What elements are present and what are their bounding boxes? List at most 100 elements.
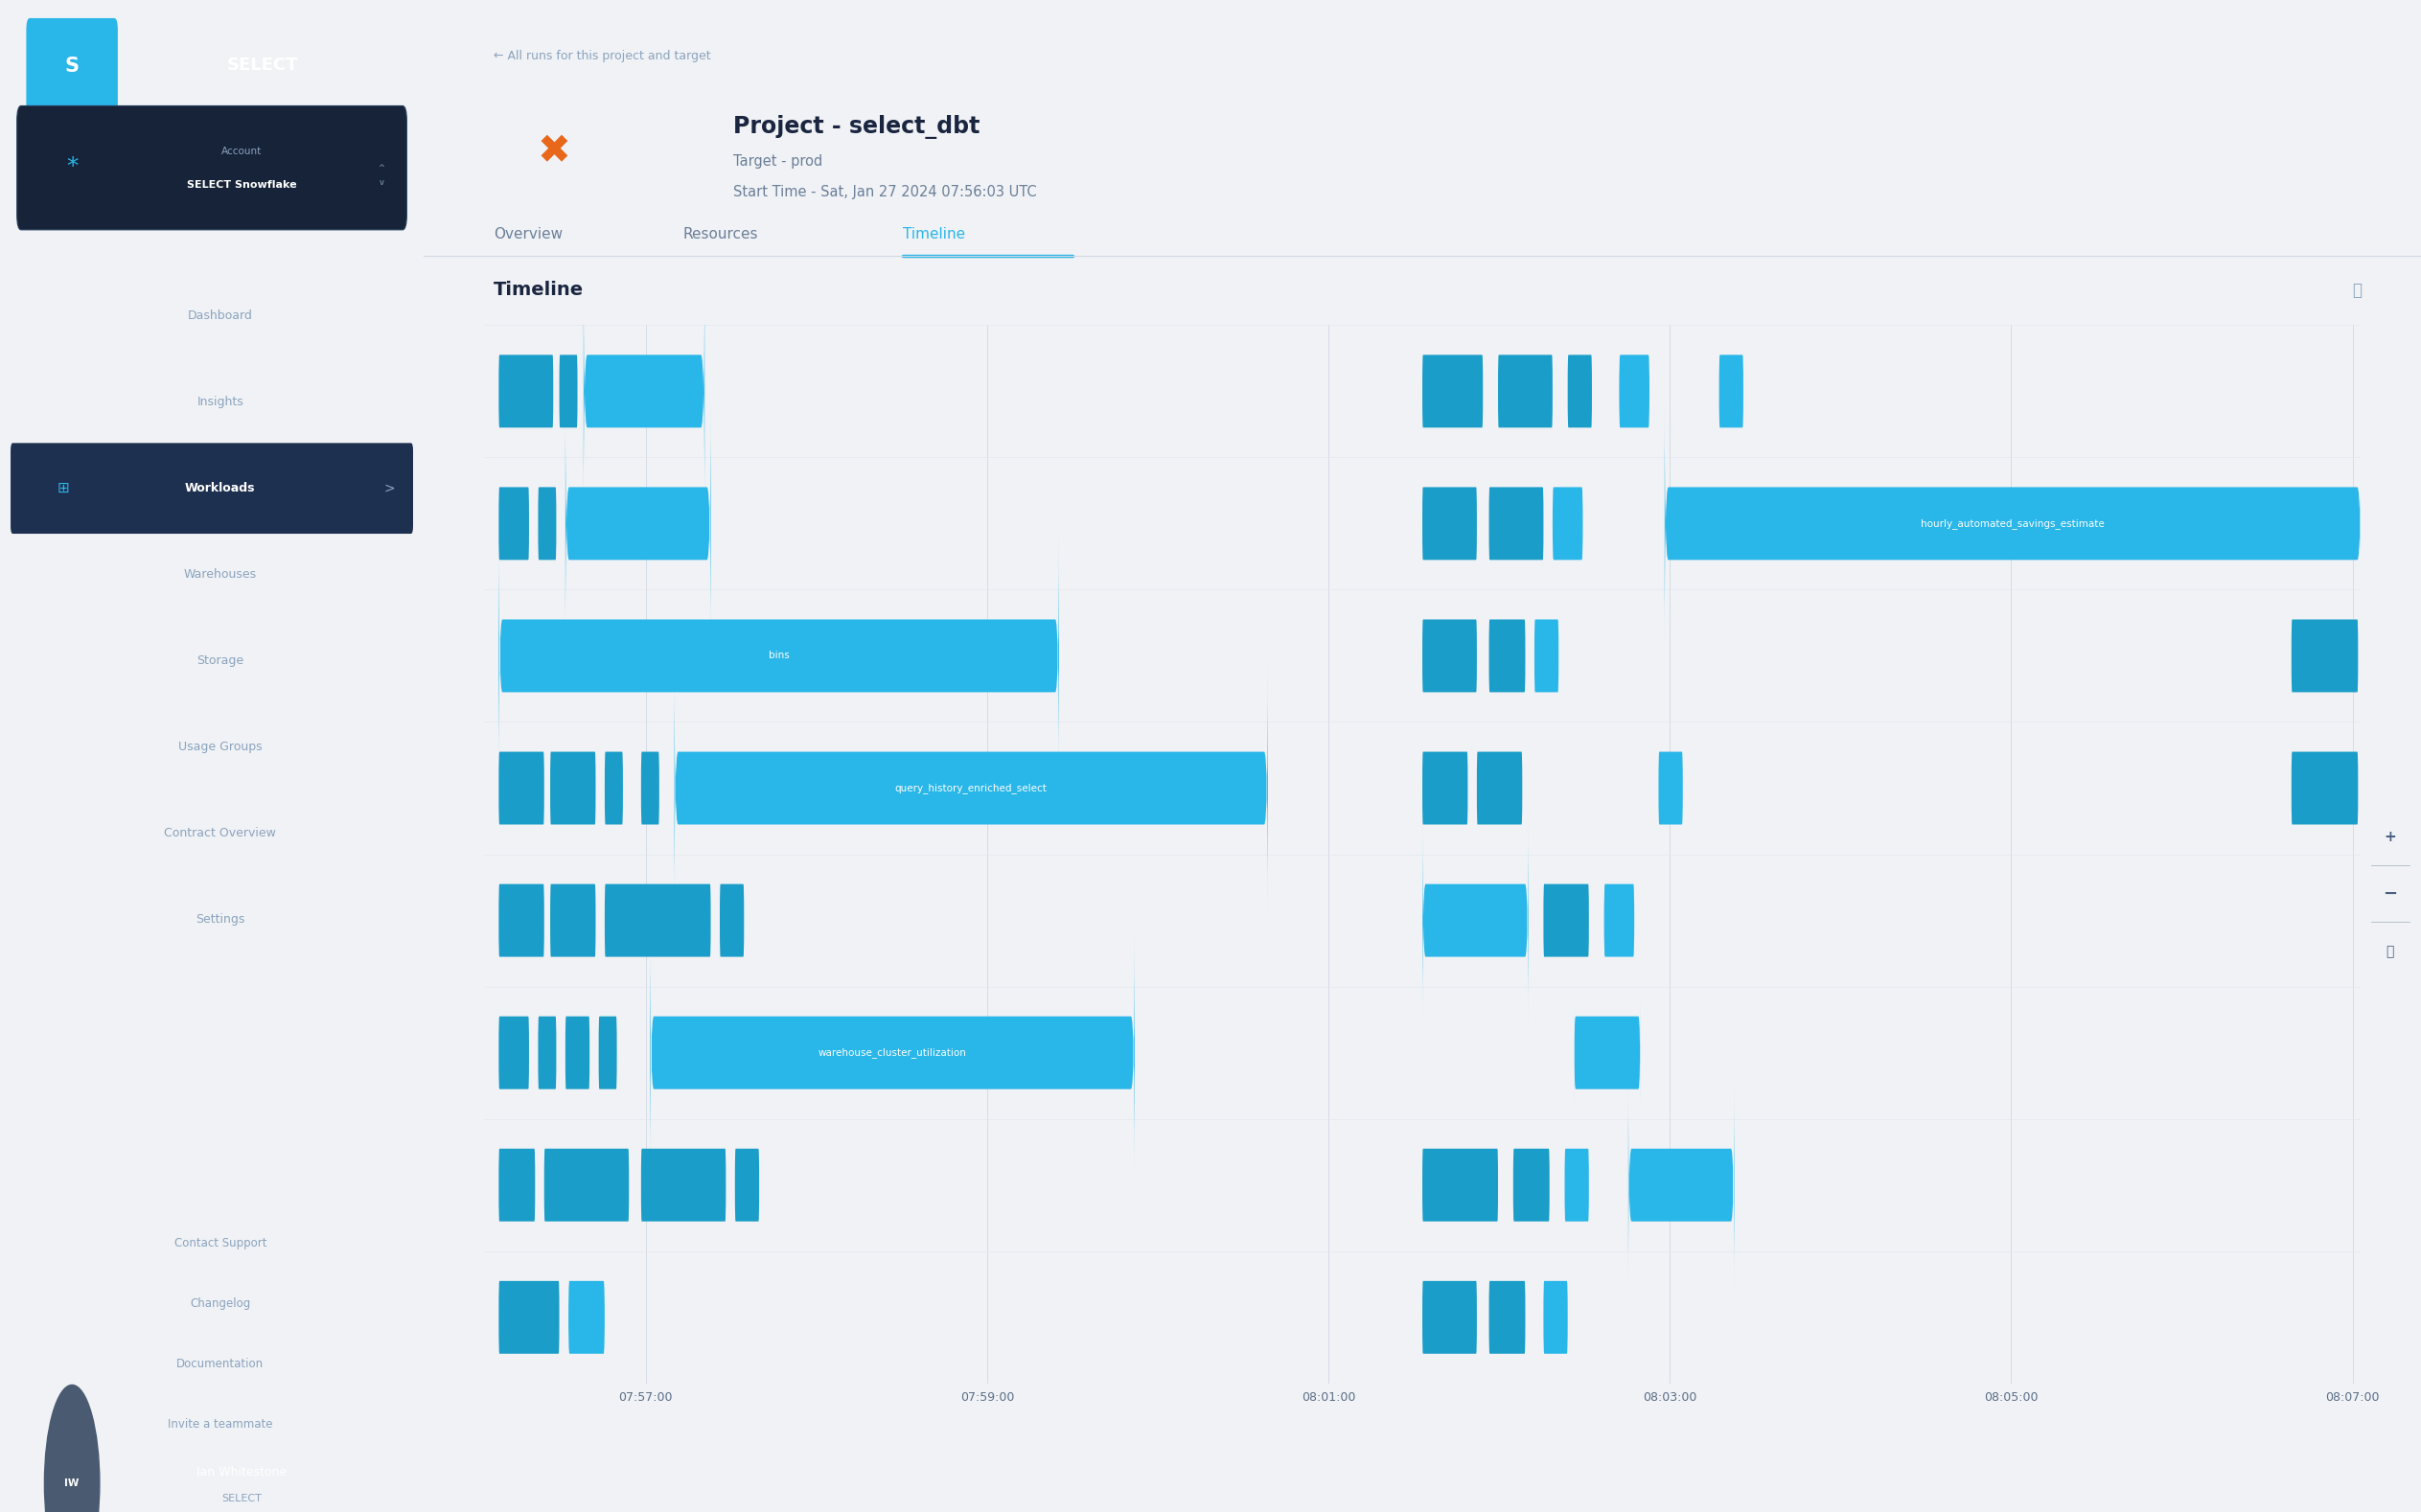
FancyBboxPatch shape <box>499 487 530 559</box>
Text: ⓘ: ⓘ <box>2353 281 2363 299</box>
FancyBboxPatch shape <box>675 665 1269 910</box>
FancyBboxPatch shape <box>1489 620 1525 692</box>
Text: Documentation: Documentation <box>177 1358 264 1370</box>
Text: Target - prod: Target - prod <box>734 154 823 169</box>
Text: Project - select_dbt: Project - select_dbt <box>734 115 981 139</box>
FancyBboxPatch shape <box>1658 751 1683 824</box>
FancyBboxPatch shape <box>1666 401 2360 646</box>
Text: Overview: Overview <box>494 227 562 242</box>
Text: ✖: ✖ <box>537 132 571 171</box>
FancyBboxPatch shape <box>567 401 712 646</box>
Text: query_history_enriched_select: query_history_enriched_select <box>896 783 1048 794</box>
FancyBboxPatch shape <box>567 1016 591 1089</box>
Text: Resources: Resources <box>683 227 758 242</box>
FancyBboxPatch shape <box>559 355 579 428</box>
FancyBboxPatch shape <box>642 1149 726 1222</box>
Text: ⤢: ⤢ <box>2387 945 2394 959</box>
FancyBboxPatch shape <box>499 751 545 824</box>
FancyBboxPatch shape <box>1605 885 1634 957</box>
FancyBboxPatch shape <box>499 1016 530 1089</box>
FancyBboxPatch shape <box>583 269 705 514</box>
FancyBboxPatch shape <box>1545 1281 1569 1353</box>
FancyBboxPatch shape <box>2290 751 2358 824</box>
Text: ⊞: ⊞ <box>58 481 70 496</box>
Text: +: + <box>2385 830 2397 844</box>
Text: Timeline: Timeline <box>494 281 583 299</box>
FancyBboxPatch shape <box>1489 487 1545 559</box>
FancyBboxPatch shape <box>10 443 414 534</box>
FancyBboxPatch shape <box>550 885 596 957</box>
FancyBboxPatch shape <box>550 751 596 824</box>
Text: Storage: Storage <box>196 655 245 667</box>
Text: SELECT: SELECT <box>220 1494 261 1503</box>
FancyBboxPatch shape <box>27 18 119 118</box>
FancyBboxPatch shape <box>1620 355 1649 428</box>
FancyBboxPatch shape <box>2290 620 2358 692</box>
Text: Usage Groups: Usage Groups <box>179 741 261 753</box>
Text: Insights: Insights <box>196 396 245 408</box>
FancyBboxPatch shape <box>545 1149 629 1222</box>
FancyBboxPatch shape <box>1421 1281 1477 1353</box>
Text: Contract Overview: Contract Overview <box>165 827 276 839</box>
Text: Start Time - Sat, Jan 27 2024 07:56:03 UTC: Start Time - Sat, Jan 27 2024 07:56:03 U… <box>734 184 1036 200</box>
Text: warehouse_cluster_utilization: warehouse_cluster_utilization <box>818 1048 966 1058</box>
FancyBboxPatch shape <box>17 106 407 230</box>
FancyBboxPatch shape <box>1421 818 1528 1024</box>
Text: v: v <box>380 178 383 187</box>
FancyBboxPatch shape <box>569 1281 605 1353</box>
FancyBboxPatch shape <box>499 534 1058 779</box>
FancyBboxPatch shape <box>499 1149 535 1222</box>
FancyBboxPatch shape <box>1421 751 1467 824</box>
FancyBboxPatch shape <box>1564 1149 1588 1222</box>
FancyBboxPatch shape <box>537 1016 557 1089</box>
FancyBboxPatch shape <box>537 487 557 559</box>
FancyBboxPatch shape <box>1545 885 1588 957</box>
Text: SELECT: SELECT <box>228 56 298 74</box>
Text: ^: ^ <box>378 163 385 172</box>
FancyBboxPatch shape <box>605 751 622 824</box>
Circle shape <box>44 1385 99 1512</box>
FancyBboxPatch shape <box>598 1016 617 1089</box>
Text: Ian Whitestone: Ian Whitestone <box>196 1467 286 1479</box>
FancyBboxPatch shape <box>1421 620 1477 692</box>
Text: SELECT Snowflake: SELECT Snowflake <box>186 180 295 189</box>
FancyBboxPatch shape <box>1499 355 1552 428</box>
FancyBboxPatch shape <box>651 930 1135 1175</box>
FancyBboxPatch shape <box>1477 751 1523 824</box>
FancyBboxPatch shape <box>1574 1002 1641 1104</box>
Text: S: S <box>65 57 80 76</box>
Text: Warehouses: Warehouses <box>184 569 257 581</box>
FancyBboxPatch shape <box>499 1281 559 1353</box>
FancyBboxPatch shape <box>499 885 545 957</box>
FancyBboxPatch shape <box>1513 1149 1549 1222</box>
FancyBboxPatch shape <box>736 1149 760 1222</box>
Text: Timeline: Timeline <box>903 227 966 242</box>
FancyBboxPatch shape <box>1421 487 1477 559</box>
FancyBboxPatch shape <box>642 751 659 824</box>
Text: Contact Support: Contact Support <box>174 1237 266 1249</box>
FancyBboxPatch shape <box>1421 1149 1499 1222</box>
Text: hourly_automated_savings_estimate: hourly_automated_savings_estimate <box>1920 519 2104 529</box>
FancyBboxPatch shape <box>1489 1281 1525 1353</box>
Text: −: − <box>2382 886 2397 903</box>
Text: Dashboard: Dashboard <box>189 310 252 322</box>
FancyBboxPatch shape <box>1719 355 1743 428</box>
FancyBboxPatch shape <box>1629 1083 1733 1288</box>
FancyBboxPatch shape <box>1569 355 1593 428</box>
Text: *: * <box>65 154 77 178</box>
FancyBboxPatch shape <box>605 885 712 957</box>
Text: Invite a teammate: Invite a teammate <box>167 1418 274 1430</box>
Text: Workloads: Workloads <box>184 482 257 494</box>
Text: bins: bins <box>767 652 789 661</box>
Text: ← All runs for this project and target: ← All runs for this project and target <box>494 50 712 62</box>
Text: IW: IW <box>65 1479 80 1488</box>
FancyBboxPatch shape <box>1535 620 1559 692</box>
Text: Changelog: Changelog <box>189 1297 252 1309</box>
Text: Settings: Settings <box>196 913 245 925</box>
Text: >: > <box>385 482 395 494</box>
FancyBboxPatch shape <box>1552 487 1583 559</box>
FancyBboxPatch shape <box>499 355 554 428</box>
FancyBboxPatch shape <box>719 885 743 957</box>
FancyBboxPatch shape <box>1421 355 1484 428</box>
Text: Account: Account <box>220 147 261 156</box>
